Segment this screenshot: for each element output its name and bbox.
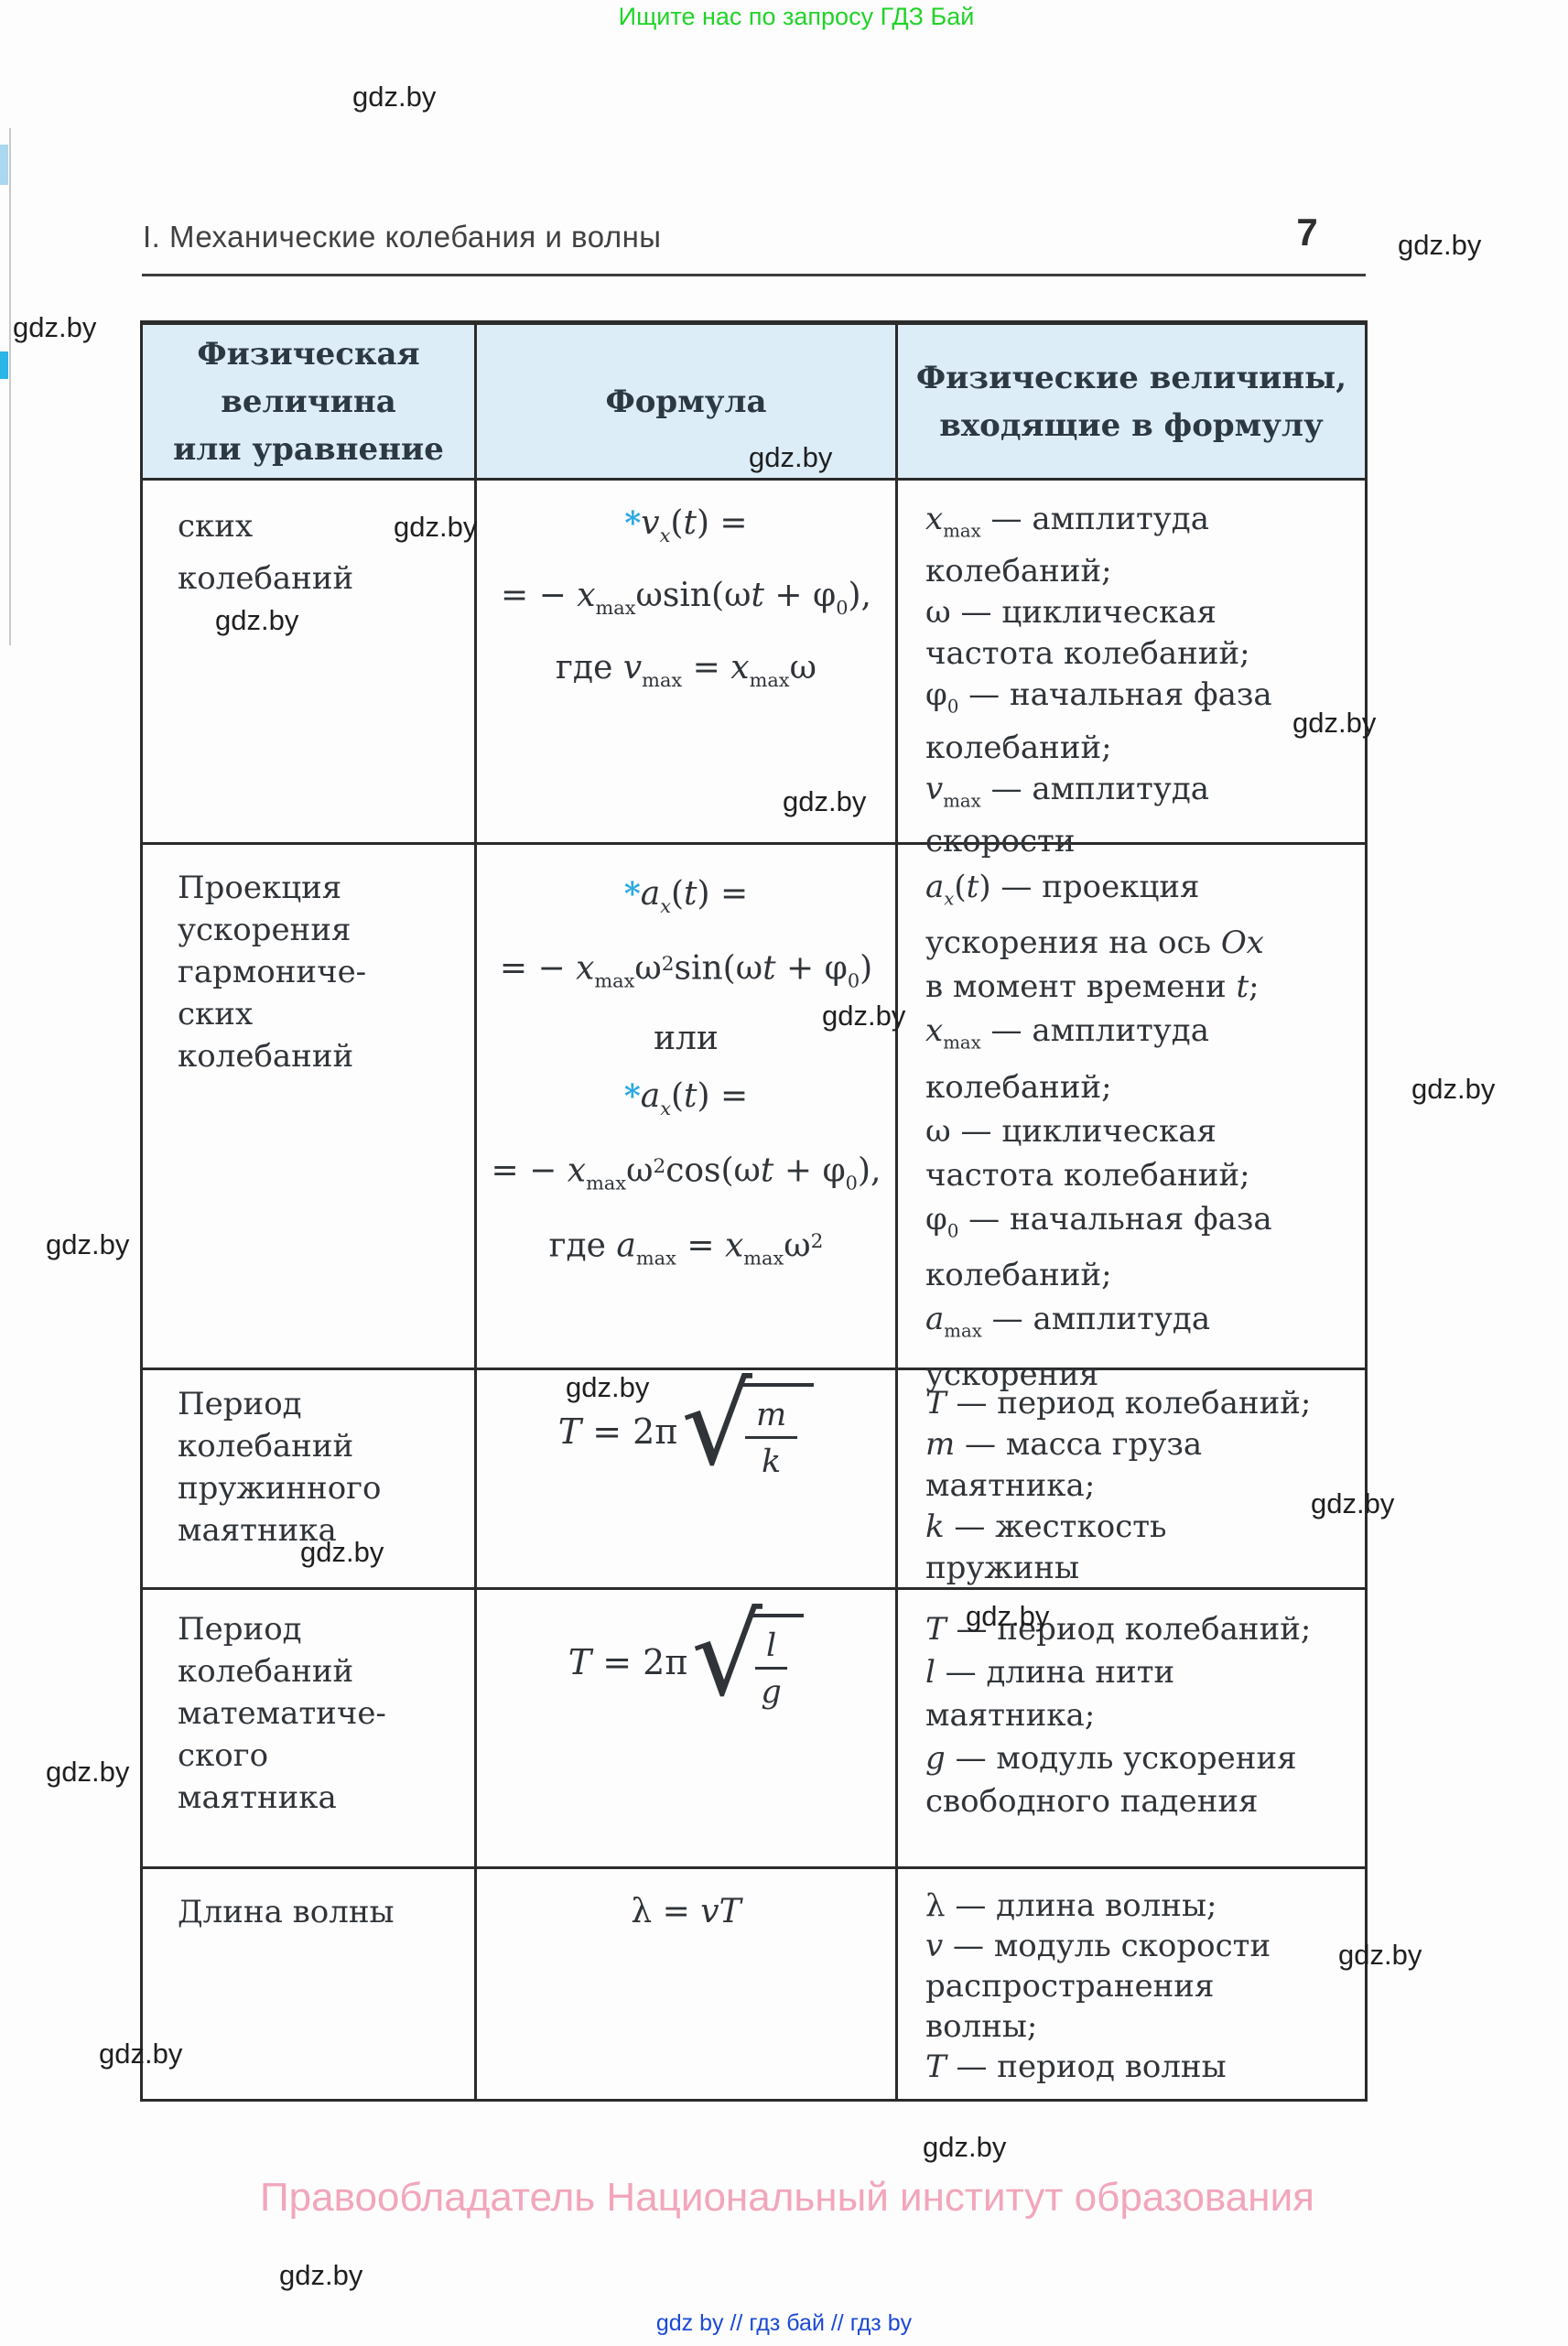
watermark: gdz.by xyxy=(1292,707,1377,739)
fraction-denominator: k xyxy=(762,1443,782,1480)
watermark: gdz.by xyxy=(566,1371,650,1403)
row-acceleration-name: Проекция ускорения гармониче-ских колебаний xyxy=(143,845,477,1370)
row-spring-period-variables: T — период колебаний; m — масса груза маят… xyxy=(898,1370,1365,1590)
scan-edge-line xyxy=(9,128,11,645)
radical: √ m k xyxy=(681,1360,815,1490)
promo-banner-text: Ищите нас по запросу ГДЗ Бай xyxy=(618,3,975,30)
footer-links[interactable]: gdz by // гдз бай // гдз by xyxy=(655,2310,913,2336)
radical-sign: √ xyxy=(681,1360,753,1490)
row-spring-period-name: Период колебаний пружинного маятника xyxy=(143,1370,477,1590)
watermark: gdz.by xyxy=(923,2131,1007,2163)
watermark: gdz.by xyxy=(966,1600,1050,1632)
row-wavelength-variables: λ — длина волны; v — модуль скорости распр… xyxy=(925,1887,1271,2085)
table-header-variables: Физические величины, входящие в формулу xyxy=(898,325,1365,481)
watermark: gdz.by xyxy=(1398,229,1482,261)
watermark: gdz.by xyxy=(1411,1073,1496,1105)
watermark: gdz.by xyxy=(46,1756,130,1788)
watermark: gdz.by xyxy=(783,785,867,817)
page-number: 7 xyxy=(1296,211,1318,254)
row-pendulum-period-name: Период колебаний математиче-ского маятника xyxy=(143,1590,477,1869)
table-header-quantity: Физическая величина или уравнение xyxy=(143,325,477,481)
row-pendulum-period-formula: T = 2π √ l g xyxy=(477,1590,898,1869)
watermark: gdz.by xyxy=(300,1536,384,1568)
table-header-formula: Формула xyxy=(477,325,898,481)
watermark: gdz.by xyxy=(394,511,478,543)
watermark: gdz.by xyxy=(13,311,97,343)
watermark: gdz.by xyxy=(99,2038,183,2070)
row-velocity-variables: xmax — амплитуда колебаний; ω — циклическа… xyxy=(898,481,1365,859)
row-spring-period-formula: T = 2π √ m k xyxy=(477,1360,898,1590)
sqrt-formula: T = 2π √ m k xyxy=(557,1360,815,1490)
row-acceleration-formula: *ax(t) = = − xmaxω2sin(ωt + φ0) или *ax(t) … xyxy=(477,845,898,1370)
row-acceleration-variables: ax(t) — проекция ускорения на ось Ox в мом… xyxy=(898,845,1365,1393)
sqrt-formula: T = 2π √ l g xyxy=(568,1591,805,1721)
watermark: gdz.by xyxy=(352,81,437,113)
formula-lead: T = 2π xyxy=(557,1411,678,1452)
row-velocity-formula: *vx(t) = = − xmaxωsin(ωt + φ0), где vmax =… xyxy=(477,481,898,845)
radical-sign: √ xyxy=(691,1591,763,1721)
header-rule xyxy=(142,274,1366,276)
watermark: gdz.by xyxy=(1338,1939,1422,1971)
fraction-denominator: g xyxy=(761,1674,782,1711)
formula-lead: T = 2π xyxy=(568,1641,688,1682)
watermark: gdz.by xyxy=(215,604,299,636)
row-wavelength-name: Длина волны xyxy=(143,1869,477,2099)
scan-edge-mark-cyan xyxy=(0,351,8,379)
row-velocity-name: ских колебаний xyxy=(143,481,477,845)
watermark: gdz.by xyxy=(822,1000,906,1032)
row-pendulum-period-variables: T — период колебаний; l — длина нити маятн… xyxy=(898,1590,1365,1869)
radical: √ l g xyxy=(691,1591,805,1721)
watermark: gdz.by xyxy=(46,1228,130,1260)
physics-formula-table: Физическая величина или уравнение Формула … xyxy=(140,320,1368,2102)
chapter-title: I. Механические колебания и волны xyxy=(143,220,662,254)
fraction-numerator: m xyxy=(745,1398,798,1439)
watermark: gdz.by xyxy=(279,2259,363,2291)
scan-edge-mark-blue xyxy=(0,145,8,185)
fraction-numerator: l xyxy=(755,1628,788,1670)
table-header-formula-label: Формула xyxy=(605,383,767,420)
watermark: gdz.by xyxy=(1311,1487,1395,1519)
watermark: gdz.by xyxy=(749,441,833,473)
copyright-line: Правообладатель Национальный институт об… xyxy=(260,2175,1314,2220)
row-wavelength-formula: λ = vT xyxy=(477,1869,898,2099)
